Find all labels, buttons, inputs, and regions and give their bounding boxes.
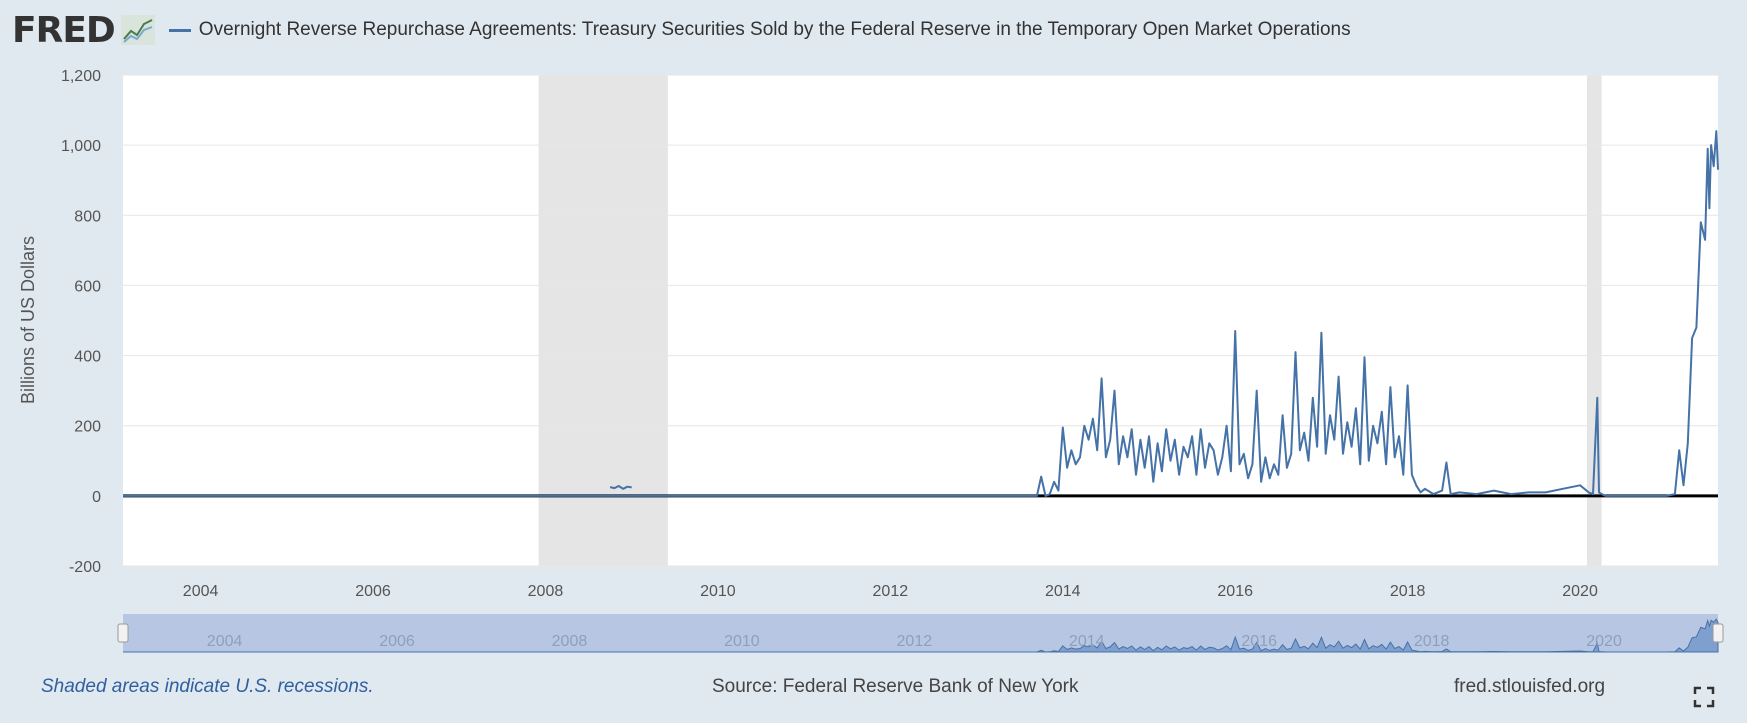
navigator-label: 2010 (724, 633, 760, 650)
chart-header: FRED Overnight Reverse Repurchase Agreem… (12, 9, 1351, 51)
navigator-label: 2006 (379, 633, 415, 650)
recession-note: Shaded areas indicate U.S. recessions. (41, 676, 374, 697)
plot-background (123, 75, 1718, 566)
fullscreen-icon[interactable] (1693, 686, 1715, 708)
navigator-label: 2018 (1414, 633, 1450, 650)
y-axis-title: Billions of US Dollars (18, 236, 38, 404)
navigator-label: 2004 (207, 633, 243, 650)
navigator-track (123, 614, 1718, 652)
navigator-handle-left[interactable] (117, 623, 129, 643)
fred-logo-chart-icon[interactable] (120, 15, 155, 45)
x-tick-label: 2012 (873, 583, 909, 600)
series-title[interactable]: Overnight Reverse Repurchase Agreements:… (198, 19, 1351, 40)
y-tick-label: 1,000 (61, 138, 101, 155)
x-tick-label: 2018 (1390, 583, 1426, 600)
y-tick-label: -200 (69, 559, 101, 576)
y-tick-label: 1,200 (61, 68, 101, 85)
navigator-label: 2020 (1586, 633, 1622, 650)
x-tick-label: 2006 (355, 583, 391, 600)
range-navigator[interactable]: 2004 2006 2008 2010 2012 2014 2016 2018 2020 (117, 614, 1724, 653)
recession-shading (538, 75, 1602, 566)
y-tick-label: 0 (92, 489, 101, 506)
x-axis-ticks: 2004 2006 2008 2010 2012 2014 2016 2018 2020 (183, 583, 1598, 600)
y-tick-label: 400 (74, 349, 101, 366)
y-axis-ticks: -200 0 200 400 600 800 1,000 1,200 (61, 68, 101, 576)
source-text: Source: Federal Reserve Bank of New York (712, 676, 1079, 697)
series-line (609, 485, 632, 490)
legend-swatch (168, 28, 191, 32)
navigator-series (123, 618, 1719, 653)
fred-logo[interactable]: FRED (12, 9, 116, 51)
y-tick-label: 600 (74, 278, 101, 295)
x-tick-label: 2020 (1562, 583, 1598, 600)
series-area (123, 130, 1719, 497)
x-tick-label: 2008 (528, 583, 564, 600)
recession-band (538, 75, 668, 566)
x-tick-label: 2016 (1217, 583, 1253, 600)
navigator-label: 2016 (1241, 633, 1277, 650)
y-tick-label: 800 (74, 208, 101, 225)
series-line (123, 130, 1719, 497)
x-tick-label: 2014 (1045, 583, 1081, 600)
navigator-label: 2014 (1069, 633, 1105, 650)
navigator-label: 2012 (897, 633, 933, 650)
site-link[interactable]: fred.stlouisfed.org (1454, 676, 1606, 697)
plot-area (123, 75, 1718, 566)
navigator-label: 2008 (552, 633, 588, 650)
navigator-handle-right[interactable] (1712, 623, 1724, 643)
x-tick-label: 2010 (700, 583, 736, 600)
y-tick-label: 200 (74, 419, 101, 436)
x-tick-label: 2004 (183, 583, 219, 600)
